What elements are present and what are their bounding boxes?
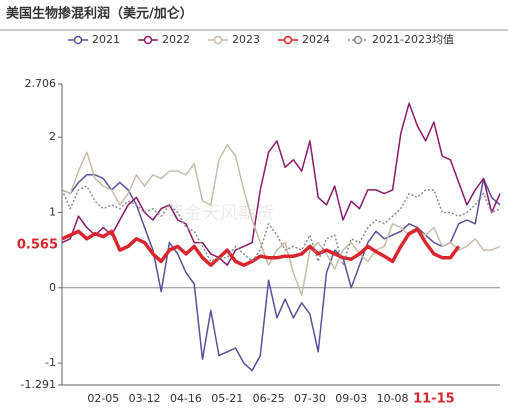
- x-tick-label: 03-12: [129, 392, 161, 405]
- x-tick-label: 10-08: [377, 392, 409, 405]
- x-tick-label: 11-15: [413, 392, 455, 407]
- legend-label: 2021-2023均值: [372, 33, 454, 46]
- y-tick-label: -1.291: [21, 378, 56, 391]
- legend-label: 2024: [302, 33, 330, 46]
- legend-label: 2021: [92, 33, 120, 46]
- x-tick-label: 04-16: [170, 392, 202, 405]
- y-tick-label: 0: [49, 281, 56, 294]
- legend-marker: [143, 35, 153, 45]
- series-line: [61, 102, 501, 266]
- watermark: 紫金天风期货: [166, 203, 274, 224]
- x-tick-label: 02-05: [87, 392, 119, 405]
- x-tick-label: 05-21: [211, 392, 243, 405]
- annotation-label: 0.565: [17, 238, 58, 253]
- legend-marker: [73, 35, 83, 45]
- legend-label: 2023: [232, 33, 260, 46]
- y-tick-label: 2: [49, 130, 56, 143]
- x-tick-label: 07-30: [294, 392, 326, 405]
- legend-marker: [213, 35, 223, 45]
- legend-marker: [353, 35, 363, 45]
- legend-label: 2022: [162, 33, 190, 46]
- y-tick-label: 1: [49, 205, 56, 218]
- chart-title: 美国生物掺混利润（美元/加仑）: [6, 6, 193, 22]
- x-tick-label: 09-03: [335, 392, 367, 405]
- x-tick-label: 06-25: [253, 392, 285, 405]
- series-line: [61, 143, 501, 297]
- legend-marker: [283, 35, 293, 45]
- y-tick-label: -1: [45, 356, 56, 369]
- series-line: [61, 174, 501, 372]
- y-tick-label: 2.706: [25, 77, 57, 90]
- series-line: [61, 227, 461, 267]
